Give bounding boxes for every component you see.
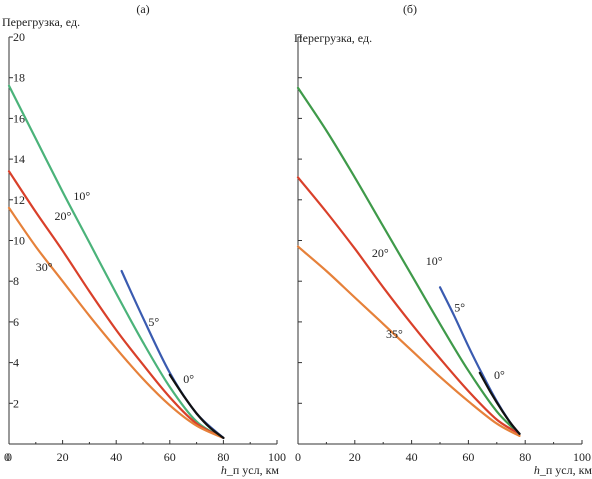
panel-b-y-axis-label: Перегрузка, ед. (294, 31, 372, 45)
panel-a-series-label: 5° (148, 315, 159, 329)
panel-b-series-label: 5° (454, 301, 465, 315)
panel-b-series-label: 35° (386, 327, 403, 341)
panel-a-series-label: 30° (36, 260, 53, 274)
panel-b-x-tick-label: 20 (349, 450, 361, 464)
panel-a-y-tick-label: 4 (13, 356, 19, 370)
panel-a-series-label: 10° (73, 189, 90, 203)
panel-b-x-tick-label: 60 (462, 450, 474, 464)
panel-a: (а) Перегрузка, ед. h_п усл, км 0 20 40 60 80 10… (2, 2, 286, 477)
panel-a-y-tick-label: 10 (13, 234, 25, 248)
panel-a-x-tick-label: 40 (110, 450, 122, 464)
panel-a-title: (а) (136, 2, 149, 16)
panel-a-y-tick-label: 14 (13, 152, 25, 166)
panel-b-x-tick-label: 80 (519, 450, 531, 464)
panel-a-y-tick-label: 8 (13, 274, 19, 288)
panel-a-y-tick-label: 0 (4, 450, 10, 464)
panel-a-series-label: 0° (183, 372, 194, 386)
panel-b-series-label: 10° (426, 254, 443, 268)
panel-a-series-30deg (7, 206, 225, 439)
panel-b-x-tick-label: 40 (406, 450, 418, 464)
panel-b: (б) Перегрузка, ед. h_п усл, км 0 20 40 60 80 10… (294, 2, 592, 477)
panel-b-series-35deg (296, 245, 521, 437)
panel-a-y-tick-label: 18 (13, 71, 25, 85)
panel-a-x-axis-label: h_п усл, км (221, 463, 280, 477)
panel-a-x-tick-label: 0 (6, 450, 12, 464)
panel-b-series-label: 20° (372, 246, 389, 260)
panel-a-x-tick-label: 80 (217, 450, 229, 464)
panel-a-series-10deg (7, 84, 225, 439)
panel-a-x-tick-label: 100 (268, 450, 286, 464)
panel-b-series-0deg (478, 371, 521, 435)
panel-b-x-axis-label: h_п усл, км (534, 463, 592, 477)
panel-b-series-20deg (296, 176, 521, 435)
panel-a-y-tick-label: 20 (13, 30, 25, 44)
panel-a-x-tick-label: 20 (57, 450, 69, 464)
panel-a-series-5deg (120, 269, 225, 439)
panel-b-series-10deg (296, 86, 521, 435)
panel-a-y-tick-label: 12 (13, 193, 25, 207)
panel-a-y-tick-label: 2 (13, 396, 19, 410)
panel-a-series-label: 20° (55, 209, 72, 223)
panel-a-y-tick-label: 16 (13, 111, 25, 125)
panel-b-series-label: 0° (494, 368, 505, 382)
panel-b-x-tick-label: 100 (573, 450, 591, 464)
panel-a-series-20deg (7, 170, 225, 439)
panel-a-series-0deg (168, 373, 225, 439)
panel-a-y-axis-label: Перегрузка, ед. (2, 15, 80, 29)
panel-b-x-tick-label: 0 (295, 450, 301, 464)
panel-b-title: (б) (403, 2, 417, 16)
panel-a-y-tick-label: 6 (13, 315, 19, 329)
panel-a-x-tick-label: 60 (164, 450, 176, 464)
